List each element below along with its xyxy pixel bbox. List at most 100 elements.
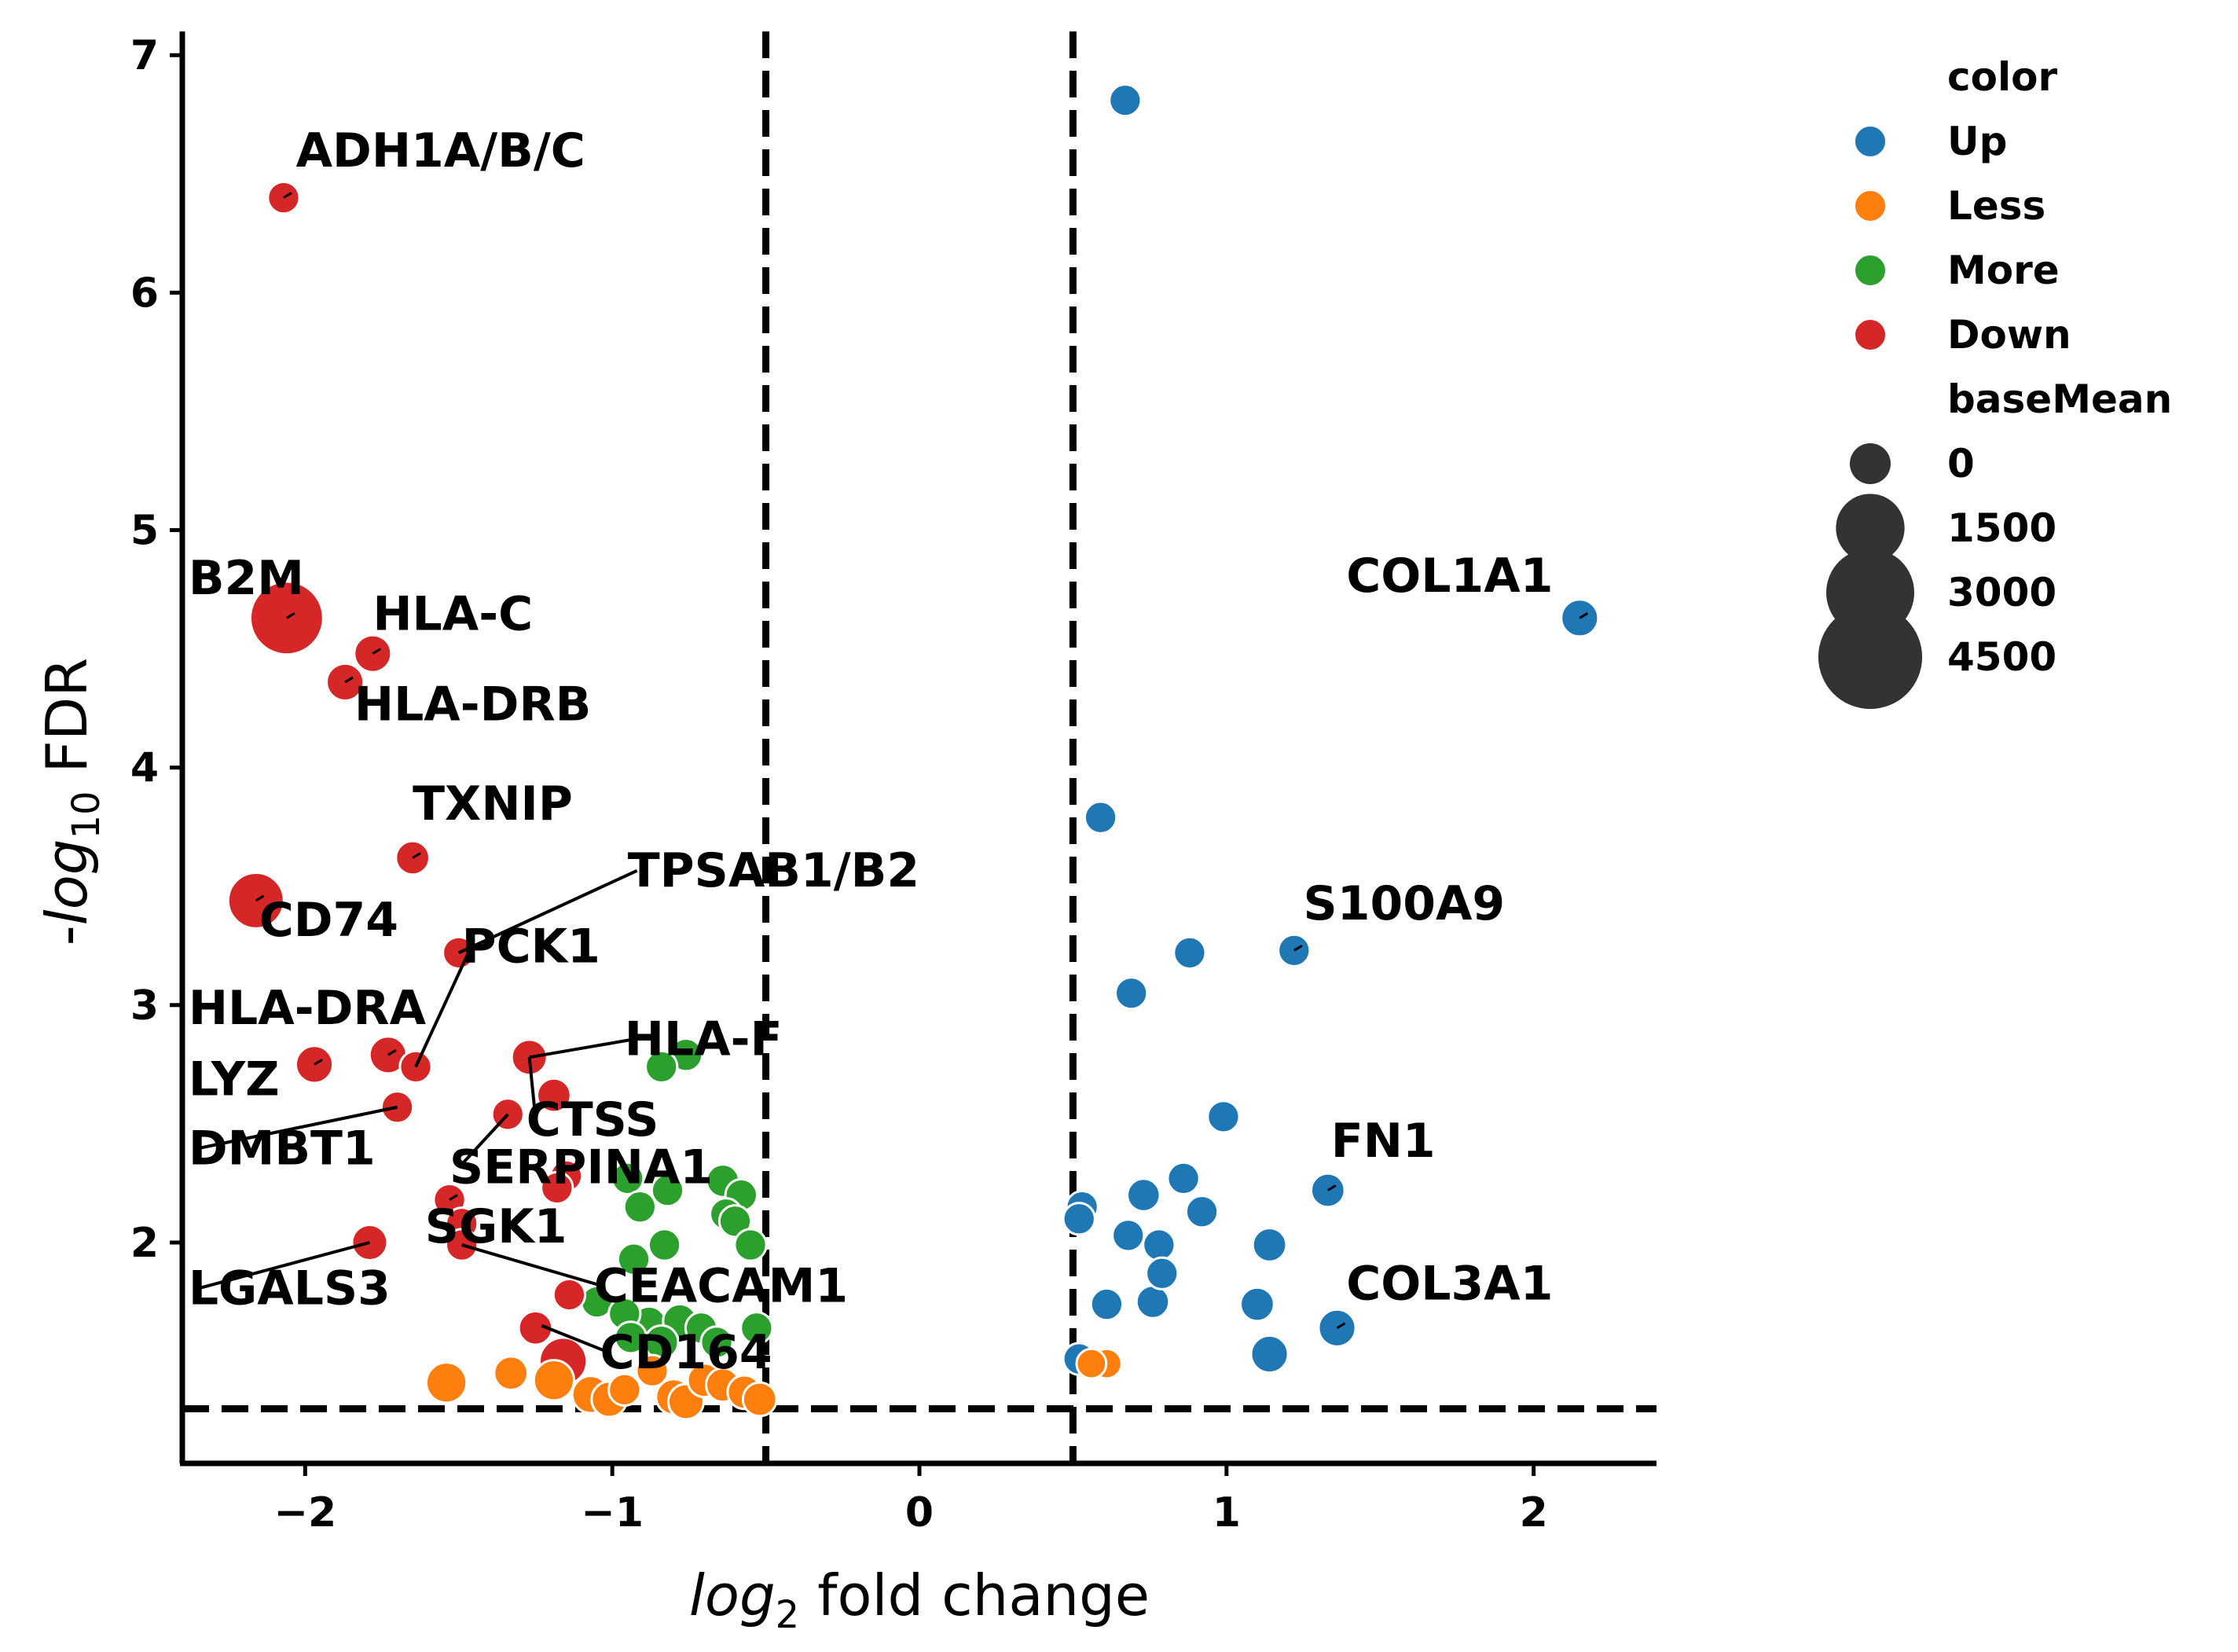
data-point-up bbox=[1251, 1227, 1288, 1263]
data-point-up bbox=[1089, 1287, 1125, 1322]
point-label: CD164 bbox=[600, 1325, 772, 1380]
label-leader-tick bbox=[1336, 1322, 1346, 1330]
legend-marker-less bbox=[1854, 189, 1887, 222]
point-label: HLA-F bbox=[625, 1011, 783, 1066]
y-tick-label: 7 bbox=[130, 32, 159, 79]
data-point-up bbox=[1111, 1218, 1146, 1253]
data-point-less bbox=[493, 1355, 530, 1392]
data-point-up bbox=[1108, 83, 1143, 118]
data-point-up bbox=[1142, 1228, 1176, 1262]
label-leader-tick bbox=[387, 1049, 397, 1056]
legend-entry-more: More bbox=[1947, 248, 2060, 293]
point-label: COL1A1 bbox=[1346, 549, 1553, 604]
data-point-less bbox=[1075, 1347, 1108, 1380]
legend-size-label: 0 bbox=[1947, 441, 1975, 486]
x-tick-label: 0 bbox=[905, 1489, 934, 1536]
data-point-more bbox=[699, 1325, 734, 1360]
legend-size-marker bbox=[1850, 443, 1891, 484]
point-label: LGALS3 bbox=[189, 1261, 391, 1316]
data-point-up bbox=[1083, 800, 1118, 835]
data-point-up bbox=[1145, 1256, 1180, 1290]
label-leader-tick bbox=[344, 676, 354, 684]
data-point-more bbox=[733, 1228, 768, 1262]
label-leader-line bbox=[457, 868, 638, 955]
data-point-more bbox=[616, 1242, 651, 1276]
legend-title-color: color bbox=[1947, 54, 2057, 100]
data-point-less bbox=[635, 1353, 670, 1388]
y-axis-title: -log10 FDR bbox=[34, 658, 108, 946]
data-point-less bbox=[607, 1372, 642, 1407]
label-leader-tick bbox=[255, 894, 265, 902]
label-leader-line bbox=[461, 1243, 604, 1288]
legend-size-marker bbox=[1818, 604, 1923, 710]
data-point-more bbox=[622, 1190, 657, 1224]
data-point-up bbox=[1135, 1284, 1171, 1320]
x-tick-label: −1 bbox=[581, 1489, 644, 1536]
point-label: HLA-DRB bbox=[354, 677, 592, 732]
legend-marker-more bbox=[1854, 254, 1887, 287]
point-label: SERPINA1 bbox=[449, 1140, 713, 1195]
point-label: FN1 bbox=[1331, 1114, 1436, 1169]
data-point-more bbox=[611, 1161, 645, 1196]
point-label: SGK1 bbox=[425, 1199, 567, 1254]
legend-size-marker bbox=[1836, 494, 1905, 563]
legend-entry-up: Up bbox=[1947, 119, 2007, 164]
data-point-less bbox=[532, 1359, 576, 1402]
legend-size-label: 1500 bbox=[1947, 505, 2056, 551]
point-label: B2M bbox=[189, 551, 304, 606]
label-leader-tick bbox=[286, 612, 295, 619]
point-label: CEACAM1 bbox=[594, 1259, 848, 1314]
label-leader-tick bbox=[372, 648, 382, 655]
label-leader-tick bbox=[314, 1059, 323, 1066]
point-label: HLA-DRA bbox=[189, 981, 427, 1036]
label-leader-line bbox=[527, 1057, 537, 1121]
point-label: LYZ bbox=[189, 1052, 280, 1107]
data-point-up bbox=[1172, 935, 1207, 971]
label-leader-tick bbox=[1579, 612, 1589, 619]
legend-size-label: 3000 bbox=[1947, 570, 2056, 615]
x-tick-label: 2 bbox=[1520, 1489, 1548, 1536]
label-leader-line bbox=[457, 1113, 509, 1169]
data-point-more bbox=[717, 1204, 753, 1239]
label-leader-line bbox=[197, 1105, 398, 1151]
data-point-more bbox=[647, 1228, 682, 1262]
data-point-more bbox=[739, 1311, 774, 1345]
point-label: PCK1 bbox=[462, 919, 600, 974]
data-point-more bbox=[644, 1049, 679, 1085]
y-tick-label: 6 bbox=[130, 270, 159, 317]
label-leader-tick bbox=[449, 1194, 458, 1201]
y-tick-label: 5 bbox=[130, 508, 159, 555]
x-axis-title: log2 fold change bbox=[689, 1562, 1150, 1637]
point-label: TPSAB1/B2 bbox=[628, 843, 919, 898]
data-point-up bbox=[1249, 1334, 1290, 1375]
data-point-up bbox=[1166, 1161, 1201, 1196]
axes: −2 −1 0 1 2 2 3 4 5 6 7 bbox=[130, 31, 1656, 1536]
label-leader-tick bbox=[1327, 1184, 1337, 1191]
data-point-less bbox=[741, 1381, 778, 1418]
data-point-up bbox=[1317, 1308, 1357, 1348]
legend: color Up Less More Down baseMean 0 1500 3000 4500 bbox=[1818, 54, 2172, 710]
y-tick-label: 3 bbox=[130, 982, 159, 1030]
point-label: COL3A1 bbox=[1346, 1257, 1553, 1312]
data-point-less bbox=[425, 1361, 468, 1404]
legend-marker-up bbox=[1854, 125, 1887, 158]
data-point-down bbox=[517, 1309, 554, 1346]
legend-entry-less: Less bbox=[1947, 183, 2045, 229]
x-tick-label: −2 bbox=[273, 1489, 336, 1536]
point-label: HLA-C bbox=[372, 586, 533, 641]
legend-size-label: 4500 bbox=[1947, 634, 2056, 680]
data-point-up bbox=[1184, 1195, 1220, 1229]
label-leader-line bbox=[197, 1241, 370, 1290]
label-leader-line bbox=[414, 945, 473, 1068]
point-label: CTSS bbox=[526, 1092, 659, 1147]
point-label: CD74 bbox=[259, 893, 398, 948]
data-point-more bbox=[613, 1320, 648, 1355]
data-point-up bbox=[1239, 1286, 1275, 1323]
legend-title-size: baseMean bbox=[1947, 376, 2172, 422]
label-leader-line bbox=[541, 1323, 611, 1354]
data-point-down bbox=[540, 1170, 574, 1206]
legend-entry-down: Down bbox=[1947, 312, 2071, 358]
point-label: S100A9 bbox=[1304, 876, 1506, 931]
point-label: TXNIP bbox=[413, 776, 573, 832]
